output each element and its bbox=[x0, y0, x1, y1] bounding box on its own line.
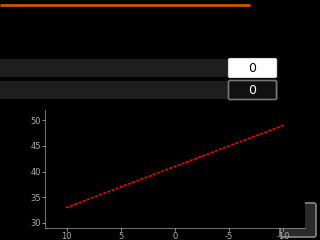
FancyBboxPatch shape bbox=[228, 80, 276, 100]
Bar bbox=[0, 81, 278, 99]
Text: ?: ? bbox=[293, 211, 303, 229]
FancyBboxPatch shape bbox=[228, 59, 276, 78]
Text: 0: 0 bbox=[249, 61, 257, 74]
Text: 0: 0 bbox=[249, 84, 257, 96]
FancyBboxPatch shape bbox=[280, 203, 316, 237]
Bar bbox=[0, 59, 278, 77]
